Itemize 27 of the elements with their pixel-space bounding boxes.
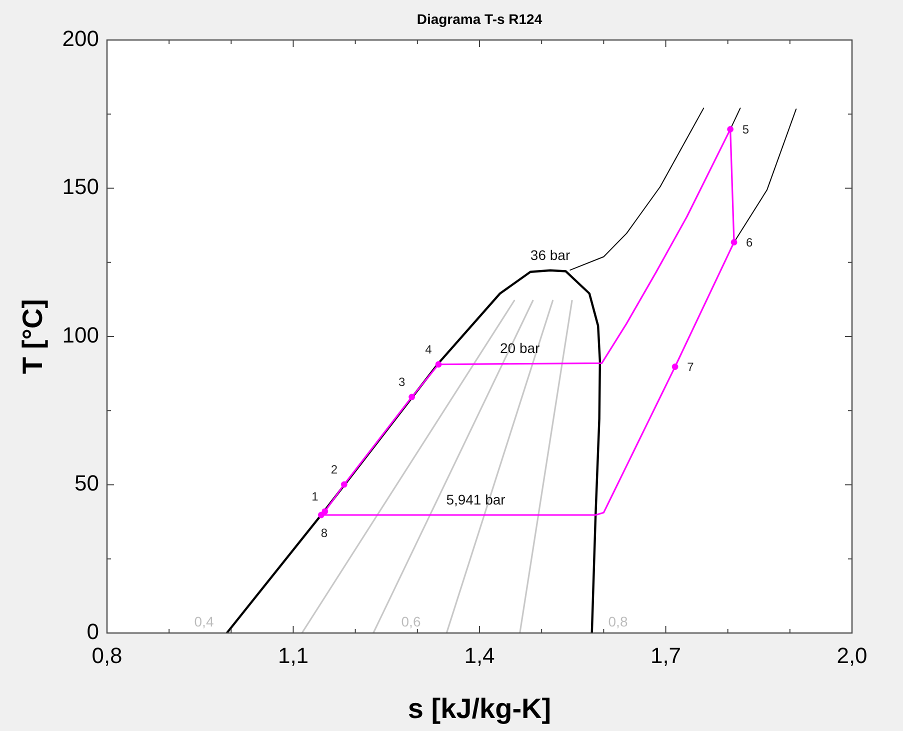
y-axis-title: T [°C] — [17, 299, 48, 374]
annotation: 7 — [687, 360, 694, 374]
annotation: 5,941 bar — [446, 492, 506, 508]
annotation: 0,8 — [608, 614, 628, 630]
x-axis-title: s [kJ/kg-K] — [408, 693, 552, 724]
annotation: 2 — [330, 462, 338, 477]
x-tick-label: 1,1 — [278, 643, 309, 668]
chart-title: Diagrama T-s R124 — [416, 11, 542, 27]
annotation: 6 — [746, 235, 754, 250]
x-tick-label: 2,0 — [836, 643, 868, 668]
annotation: 8 — [320, 526, 328, 540]
x-tick-label: 1,4 — [464, 643, 495, 668]
annotation: 20 bar — [500, 340, 540, 356]
annotation: 4 — [425, 342, 432, 357]
annotation: 1 — [312, 490, 319, 504]
y-tick-label: 200 — [62, 26, 99, 51]
y-tick-label: 0 — [86, 618, 99, 644]
annotation: 0,4 — [194, 614, 214, 630]
y-tick-label: 100 — [62, 322, 99, 348]
annotation: 36 bar — [530, 247, 570, 264]
annotation: 3 — [398, 375, 406, 390]
x-tick-label: 0,8 — [92, 643, 122, 668]
annotation: 0,6 — [401, 614, 421, 630]
x-tick-label: 1,7 — [650, 643, 682, 668]
y-tick-label: 150 — [62, 174, 99, 200]
y-tick-label: 50 — [74, 470, 99, 496]
annotation: 5 — [742, 122, 750, 136]
